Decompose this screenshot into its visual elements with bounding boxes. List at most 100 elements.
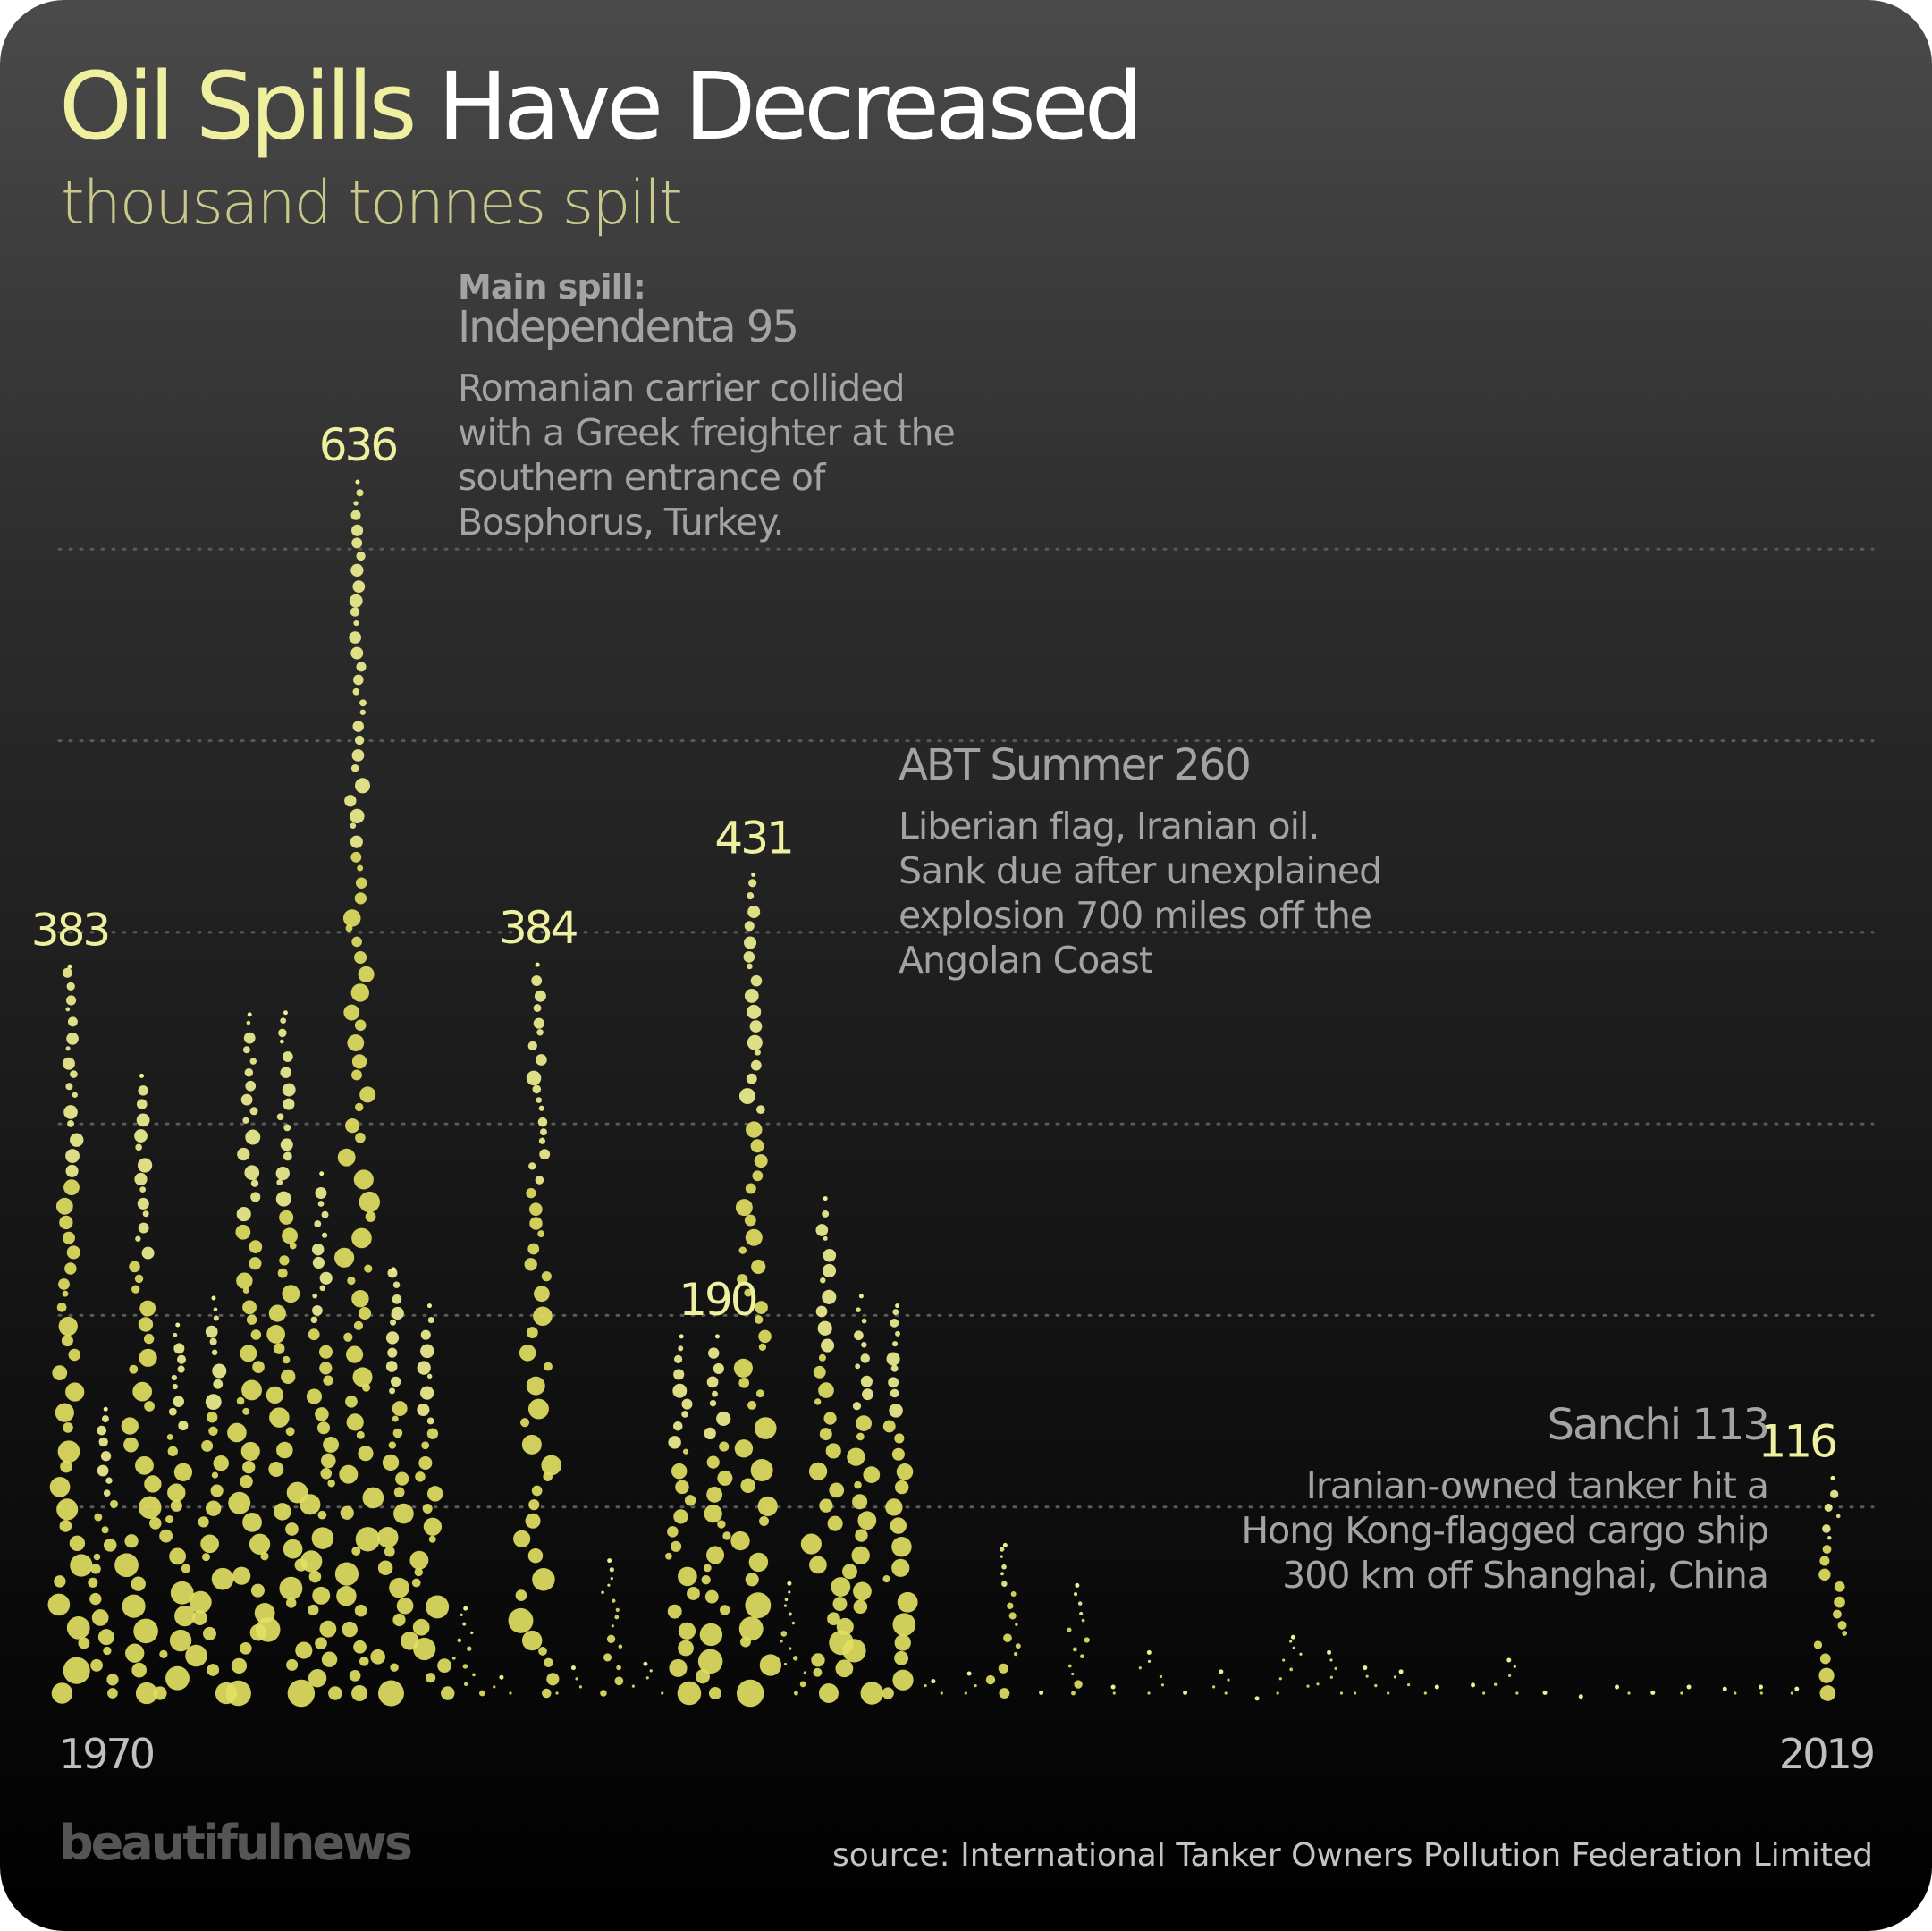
spill-dot	[531, 975, 543, 986]
spill-dot	[1830, 1475, 1835, 1480]
spill-dot	[813, 1365, 826, 1379]
spill-dot	[244, 1067, 254, 1077]
spill-dot	[181, 1564, 191, 1573]
spill-dot	[661, 1691, 664, 1695]
spill-dot	[535, 1176, 544, 1185]
spill-dot	[106, 1674, 119, 1686]
spill-dot	[377, 1680, 404, 1707]
spill-dot	[886, 1352, 900, 1366]
spill-dot	[673, 1354, 683, 1364]
spill-dot	[677, 1681, 702, 1706]
spill-dot	[743, 951, 755, 963]
spill-dot	[70, 1554, 93, 1577]
spill-dot	[318, 1345, 333, 1359]
spill-dot	[541, 1455, 562, 1476]
spill-dot	[544, 1657, 553, 1668]
spill-dot	[610, 1576, 613, 1581]
spill-dot	[800, 1533, 822, 1555]
spill-dot	[345, 1395, 358, 1408]
spill-dot	[189, 1590, 212, 1614]
spill-dot	[347, 1034, 365, 1051]
spill-dot	[1834, 1581, 1845, 1592]
annotation-body: Iranian-owned tanker hit a	[1306, 1464, 1768, 1507]
spill-dot	[747, 1034, 763, 1050]
spill-dot	[1434, 1684, 1439, 1690]
spill-dot	[1334, 1666, 1337, 1670]
spill-dot	[409, 1550, 429, 1570]
spill-dot	[173, 1332, 178, 1337]
spill-dot	[1374, 1683, 1378, 1688]
spill-dot	[1393, 1675, 1397, 1679]
spill-dot	[1832, 1609, 1842, 1619]
spill-dot	[667, 1604, 682, 1619]
spill-dot	[246, 1314, 257, 1325]
spill-dot	[1001, 1581, 1008, 1587]
spill-dot	[1734, 1691, 1737, 1695]
spill-dot	[169, 1629, 192, 1652]
spill-dot	[52, 1365, 68, 1380]
spill-dot	[515, 1589, 527, 1601]
spill-dot	[818, 1682, 839, 1704]
spill-dot	[618, 1644, 623, 1649]
spill-dot	[170, 1499, 182, 1512]
spill-dot	[1276, 1691, 1279, 1695]
spill-dot	[535, 962, 540, 967]
spill-dot	[852, 1494, 868, 1510]
spill-dot	[607, 1583, 611, 1587]
spill-dot	[252, 1361, 265, 1373]
spill-dot	[1515, 1691, 1519, 1695]
spill-dot	[809, 1556, 827, 1574]
spill-dot	[103, 1489, 111, 1497]
spill-dot	[59, 1215, 73, 1230]
spill-dot	[63, 1657, 90, 1684]
spill-dot	[171, 1374, 177, 1381]
spill-dot	[822, 1210, 830, 1218]
spill-dot	[819, 1498, 833, 1513]
spill-dot	[275, 1166, 290, 1181]
spill-dot	[467, 1646, 472, 1651]
annotation-body: with a Greek freighter at the	[458, 411, 955, 454]
spill-dot	[894, 1480, 909, 1495]
spill-dot	[749, 1020, 763, 1033]
spill-dot	[275, 1191, 291, 1207]
spill-dot	[631, 1684, 635, 1688]
spill-dot	[671, 1463, 688, 1480]
spill-dot	[463, 1606, 468, 1611]
spill-dot	[312, 1293, 317, 1299]
spill-dot	[308, 1604, 319, 1616]
spill-dot	[1254, 1696, 1260, 1701]
spill-dot	[708, 1347, 720, 1359]
spill-dot	[1146, 1649, 1152, 1655]
spill-dot	[493, 1685, 496, 1689]
spill-dot	[97, 1425, 107, 1436]
spill-dot	[283, 1539, 303, 1559]
spill-dot	[242, 1512, 262, 1532]
annotation-title: Sanchi 113	[1548, 1400, 1768, 1450]
spill-dot	[60, 1460, 72, 1473]
annotation-title: Independenta 95	[458, 302, 797, 352]
spill-dot	[282, 1355, 291, 1364]
spill-dot	[356, 1430, 365, 1439]
spill-dot	[897, 1591, 918, 1613]
spill-dot	[354, 735, 365, 746]
spill-dot	[792, 1656, 798, 1661]
spill-dot	[103, 1406, 108, 1412]
spill-dot	[279, 1255, 290, 1266]
spill-dot	[344, 795, 357, 807]
spill-dot	[752, 1170, 764, 1182]
spill-dot	[392, 1613, 406, 1627]
spill-dot	[109, 1499, 119, 1508]
spill-dot	[783, 1662, 788, 1666]
spill-dot	[250, 1329, 262, 1340]
spill-dot	[211, 1349, 218, 1356]
spill-dot	[722, 1531, 731, 1540]
spill-dot	[225, 1680, 251, 1707]
spill-dot	[390, 1663, 399, 1672]
spill-dot	[1835, 1514, 1841, 1519]
spill-dot	[709, 1399, 717, 1407]
spill-dot	[1067, 1664, 1072, 1668]
spill-dot	[139, 1073, 144, 1078]
spill-dot	[885, 1498, 903, 1516]
spill-dot	[101, 1415, 109, 1423]
spill-dot	[539, 1149, 551, 1160]
